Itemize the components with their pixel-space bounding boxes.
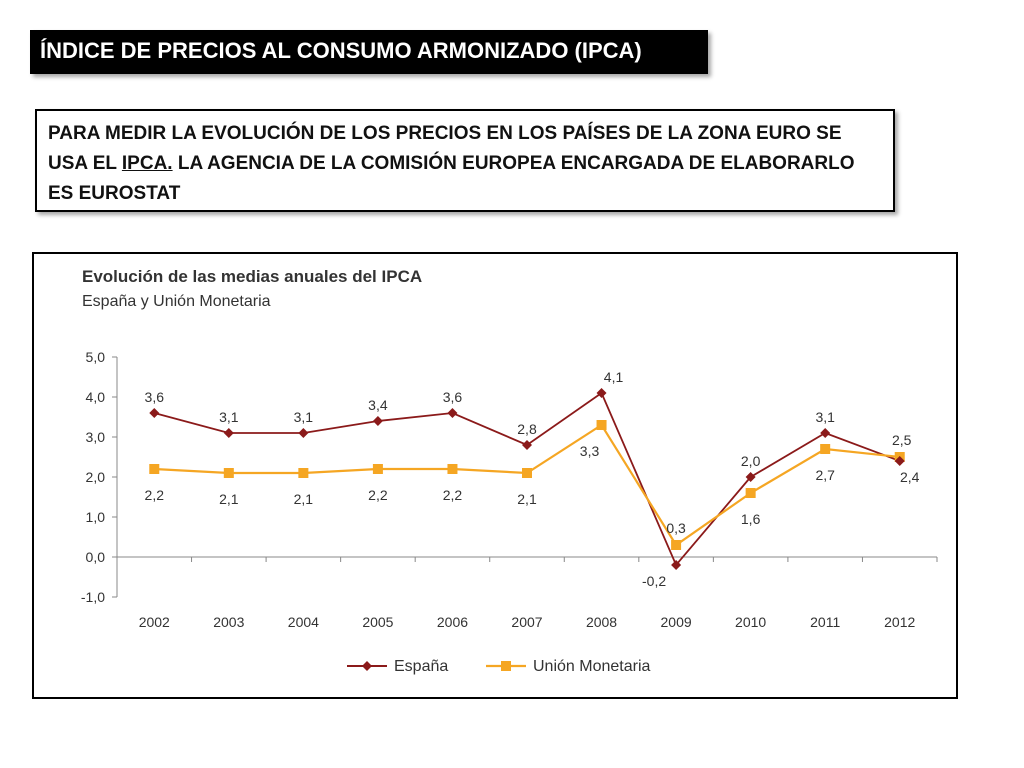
y-tick-label: 0,0 <box>86 549 106 565</box>
data-label-espana: 2,8 <box>517 421 537 437</box>
marker-espana <box>372 416 383 426</box>
marker-espana <box>671 560 682 570</box>
marker-union-monetaria <box>372 464 383 474</box>
y-tick-label: 5,0 <box>86 349 106 365</box>
marker-union-monetaria <box>149 464 160 474</box>
data-label-union-monetaria: 2,5 <box>892 432 912 448</box>
marker-espana <box>522 440 532 450</box>
x-tick-label: 2007 <box>511 614 542 630</box>
data-label-espana: 2,0 <box>741 453 761 469</box>
data-label-espana: 3,1 <box>219 409 239 425</box>
y-tick-label: 4,0 <box>86 389 106 405</box>
chart-axes: -1,0 0,0 1,0 2,0 3,0 4,0 5,0 2002 2003 2004 2005 20… <box>81 349 938 630</box>
legend-label-espana: España <box>394 658 448 675</box>
x-tick-label: 2005 <box>362 614 393 630</box>
x-tick-label: 2010 <box>735 614 766 630</box>
data-label-union-monetaria: 2,7 <box>815 467 835 483</box>
marker-union-monetaria <box>223 468 234 478</box>
data-label-union-monetaria: 2,2 <box>145 487 165 503</box>
legend-marker-espana <box>362 661 372 671</box>
data-label-espana: -0,2 <box>642 573 666 589</box>
data-label-union-monetaria: 2,1 <box>517 491 537 507</box>
marker-espana <box>447 408 458 418</box>
marker-union-monetaria <box>447 464 458 474</box>
data-label-espana: 2,4 <box>900 469 920 485</box>
y-tick-label: 1,0 <box>86 509 106 525</box>
info-text-part2: LA AGENCIA DE LA COMISIÓN EUROPEA ENCARG… <box>48 153 855 204</box>
marker-union-monetaria <box>522 468 532 478</box>
x-tick-label: 2009 <box>661 614 692 630</box>
chart-title: Evolución de las medias anuales del IPCA <box>82 267 422 286</box>
legend-label-union-monetaria: Unión Monetaria <box>533 658 651 675</box>
series-line-espana <box>154 391 901 567</box>
marker-espana <box>894 456 905 466</box>
info-text-ipca: IPCA. <box>121 153 173 174</box>
legend-marker-union-monetaria <box>501 661 511 671</box>
marker-espana <box>149 408 160 418</box>
info-text: PARA MEDIR LA EVOLUCIÓN DE LOS PRECIOS E… <box>48 119 883 209</box>
marker-union-monetaria <box>596 420 607 430</box>
data-label-union-monetaria: 2,1 <box>294 491 314 507</box>
ipca-line-chart: Evolución de las medias anuales del IPCA… <box>81 267 938 675</box>
chart-lines: 3,6 2,2 3,1 2,1 3,1 2,1 3,4 2,2 3,6 2,2 2,8 2,1 4,1 3… <box>145 369 920 589</box>
marker-union-monetaria <box>671 540 682 550</box>
marker-union-monetaria <box>298 468 309 478</box>
marker-espana <box>745 472 756 482</box>
x-tick-label: 2004 <box>288 614 319 630</box>
data-label-union-monetaria: 2,1 <box>219 491 239 507</box>
y-tick-label: 2,0 <box>86 469 106 485</box>
x-tick-label: 2006 <box>437 614 468 630</box>
marker-espana <box>223 428 234 438</box>
marker-union-monetaria <box>820 444 831 454</box>
slide-title: ÍNDICE DE PRECIOS AL CONSUMO ARMONIZADO … <box>40 38 642 63</box>
data-label-espana: 4,1 <box>604 369 624 385</box>
data-label-union-monetaria: 0,3 <box>666 520 686 536</box>
x-tick-label: 2002 <box>139 614 170 630</box>
x-tick-label: 2008 <box>586 614 617 630</box>
chart-subtitle: España y Unión Monetaria <box>82 293 271 310</box>
marker-espana <box>298 428 309 438</box>
data-label-espana: 3,6 <box>443 389 463 405</box>
y-tick-label: -1,0 <box>81 589 105 605</box>
info-text-part1: PARA MEDIR LA EVOLUCIÓN DE LOS PRECIOS E… <box>48 123 842 174</box>
slide-title-box: ÍNDICE DE PRECIOS AL CONSUMO ARMONIZADO … <box>30 30 708 74</box>
x-tick-label: 2012 <box>884 614 915 630</box>
marker-espana <box>820 428 831 438</box>
data-label-union-monetaria: 2,2 <box>443 487 463 503</box>
data-label-espana: 3,1 <box>815 409 835 425</box>
chart-legend: España Unión Monetaria <box>347 658 651 675</box>
marker-union-monetaria <box>745 488 756 498</box>
x-tick-label: 2011 <box>810 614 840 630</box>
data-label-union-monetaria: 3,3 <box>580 443 600 459</box>
data-label-union-monetaria: 1,6 <box>741 511 761 527</box>
chart-frame: Evolución de las medias anuales del IPCA… <box>32 252 958 699</box>
info-text-box: PARA MEDIR LA EVOLUCIÓN DE LOS PRECIOS E… <box>35 109 895 212</box>
data-label-espana: 3,1 <box>294 409 314 425</box>
y-tick-label: 3,0 <box>86 429 106 445</box>
data-label-espana: 3,4 <box>368 397 388 413</box>
x-tick-label: 2003 <box>213 614 244 630</box>
data-label-espana: 3,6 <box>145 389 165 405</box>
data-label-union-monetaria: 2,2 <box>368 487 388 503</box>
marker-espana <box>596 388 607 398</box>
